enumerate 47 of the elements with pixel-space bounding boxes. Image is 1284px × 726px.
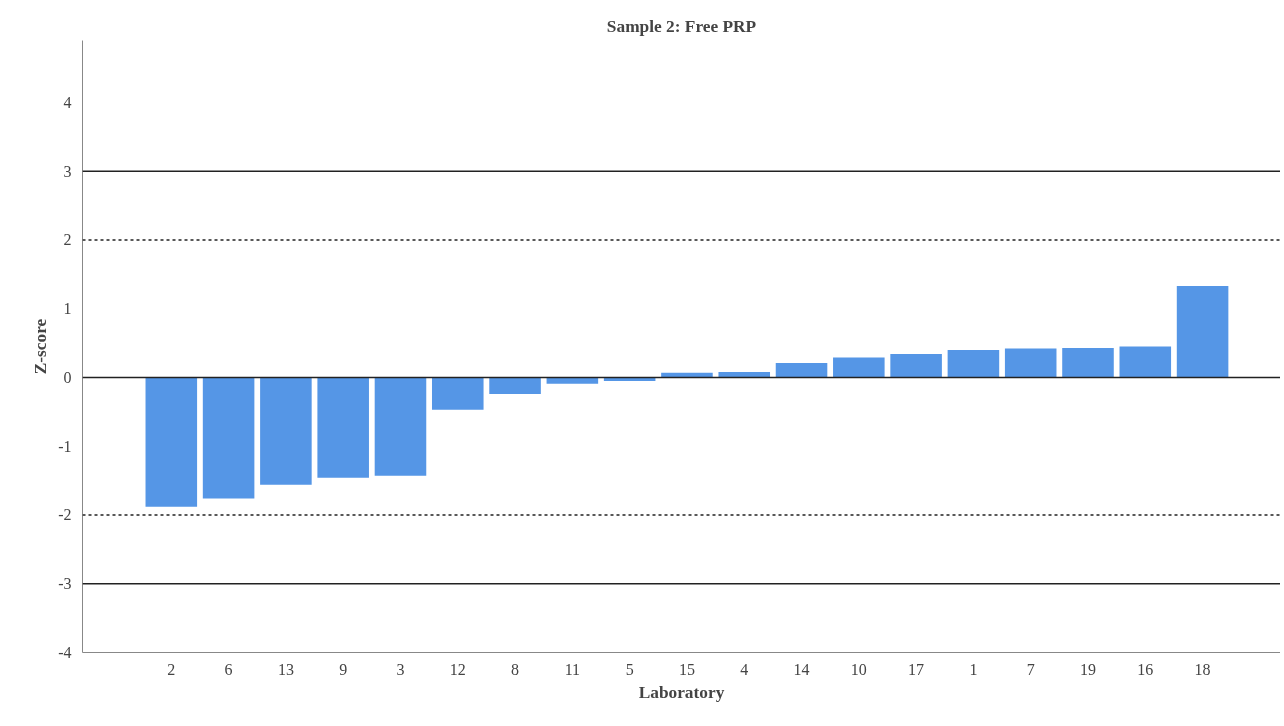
bar [145,377,198,507]
x-tick-label: 14 [793,660,810,678]
x-axis-title: Laboratory [638,682,725,702]
x-tick-label: 2 [167,660,176,678]
x-tick-label: 17 [908,660,925,678]
bar [1062,347,1114,378]
bar [833,357,885,378]
bar [202,377,255,499]
x-tick-label: 12 [449,660,466,678]
bar [1176,285,1229,378]
y-tick-label: 2 [63,231,72,249]
y-tick-label: -1 [58,437,72,455]
bar [947,349,1000,378]
x-tick-label: 5 [625,660,634,678]
x-tick-label: 10 [850,660,867,678]
x-tick-label: 8 [511,660,520,678]
y-tick-label: 1 [63,300,72,318]
x-tick-label: 16 [1137,660,1154,678]
y-tick-label: -3 [58,575,72,593]
bar [431,377,484,410]
x-tick-label: 7 [1026,660,1035,678]
x-tick-label: 11 [564,660,581,678]
y-tick-label: -4 [58,644,72,661]
x-tick-label: 3 [396,660,405,678]
x-tick-label: 15 [678,660,695,678]
bar [1119,346,1172,378]
chart-title: Sample 2: Free PRP [606,16,757,36]
bar [1004,348,1057,378]
bar [890,354,942,378]
bar [374,377,427,476]
x-tick-label: 6 [224,660,233,678]
y-tick-label: 4 [63,93,72,111]
x-tick-label: 9 [339,660,348,678]
bar [718,371,771,378]
x-tick-label: 19 [1079,660,1096,678]
y-axis-title: Z-score [31,318,51,375]
bar [260,377,312,485]
bar [775,363,828,378]
x-tick-label: 4 [740,660,749,678]
y-tick-label: 3 [63,162,72,180]
x-tick-label: 18 [1194,660,1211,678]
y-tick-label: -2 [58,506,72,524]
y-tick-label: 0 [63,368,72,386]
bar [489,377,541,394]
x-tick-label: 13 [277,660,294,678]
bar [317,377,369,478]
x-tick-label: 1 [969,660,978,678]
